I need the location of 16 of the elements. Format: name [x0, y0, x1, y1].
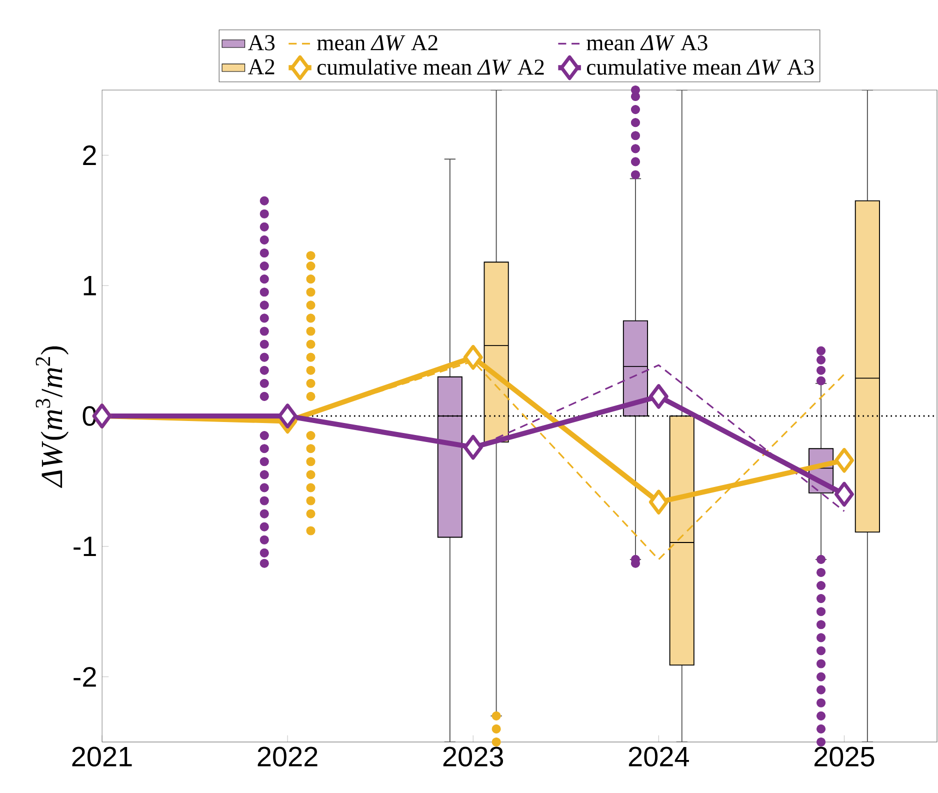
x-tick-label: 2025 [814, 746, 874, 767]
x-tick-label: 2024 [628, 746, 689, 767]
x-tick-label: 2022 [258, 746, 318, 767]
legend-label: A3 [248, 35, 275, 50]
legend-label: cumulative mean ΔW A2 [317, 58, 544, 75]
y-tick-label: -1 [74, 536, 96, 556]
x-tick-label: 2021 [72, 746, 132, 767]
legend-label: A2 [248, 59, 274, 74]
y-tick-label: -2 [74, 667, 96, 687]
legend-label: mean ΔW A2 [317, 35, 438, 51]
x-tick-label: 2023 [443, 746, 504, 767]
y-tick-label: 2 [83, 145, 96, 165]
legend-label: mean ΔW A3 [586, 35, 708, 51]
y-tick-label: 1 [84, 276, 96, 296]
y-axis-title: ΔW(m$^{3}$/m$^{2}$) [36, 346, 69, 488]
legend-label: cumulative mean ΔW A3 [587, 58, 814, 75]
